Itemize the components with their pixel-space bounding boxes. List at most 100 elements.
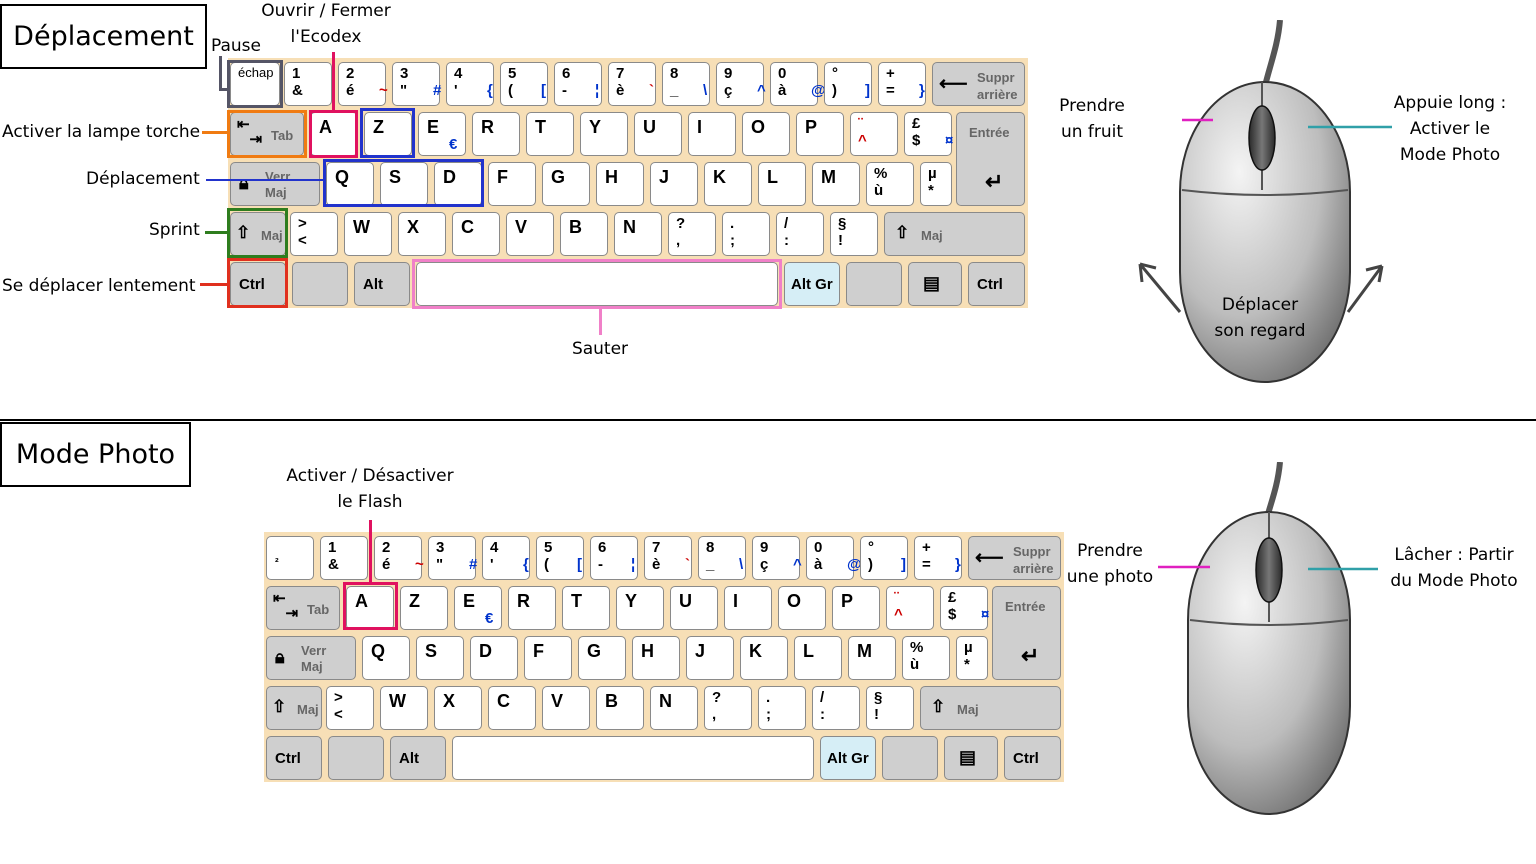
key-j[interactable]: J	[650, 162, 698, 206]
key-n[interactable]: N	[650, 686, 698, 730]
key-shift-right[interactable]: ⇧ Maj	[920, 686, 1061, 730]
key-menu[interactable]: ▤	[908, 262, 962, 306]
key-f[interactable]: F	[524, 636, 572, 680]
key-degree[interactable]: °)]	[824, 62, 872, 106]
key-8[interactable]: 8 _ \	[698, 536, 746, 580]
key-section[interactable]: §!	[830, 212, 878, 256]
key-s[interactable]: S	[380, 162, 428, 206]
key-tab[interactable]: ⇤ ⇥ Tab	[266, 586, 340, 630]
key-t[interactable]: T	[526, 112, 574, 156]
key-plus[interactable]: + =}	[878, 62, 926, 106]
key-escape[interactable]: échap	[230, 62, 280, 106]
key-8[interactable]: 8 _ \	[662, 62, 710, 106]
key-question[interactable]: ?,	[704, 686, 752, 730]
key-5[interactable]: 5([	[536, 536, 584, 580]
key-period[interactable]: .;	[758, 686, 806, 730]
key-mu[interactable]: µ *	[920, 162, 952, 206]
key-enter[interactable]: Entrée ↵	[992, 586, 1061, 680]
key-4[interactable]: 4 '{	[446, 62, 494, 106]
key-percent[interactable]: % ù	[902, 636, 950, 680]
key-9[interactable]: 9 ç ^	[716, 62, 766, 106]
key-g[interactable]: G	[542, 162, 590, 206]
key-0[interactable]: 0 à @	[806, 536, 862, 580]
key-fn[interactable]	[882, 736, 938, 780]
key-alt[interactable]: Alt	[354, 262, 410, 306]
key-x[interactable]: X	[398, 212, 446, 256]
key-capslock[interactable]: 🔒︎ Verr Maj	[266, 636, 356, 680]
key-p[interactable]: P	[832, 586, 880, 630]
key-b[interactable]: B	[560, 212, 608, 256]
key-l[interactable]: L	[758, 162, 806, 206]
key-ctrl-right[interactable]: Ctrl	[968, 262, 1025, 306]
key-i[interactable]: I	[688, 112, 736, 156]
key-k[interactable]: K	[704, 162, 752, 206]
key-m[interactable]: M	[812, 162, 860, 206]
key-o[interactable]: O	[742, 112, 790, 156]
key-pound[interactable]: £ $ ¤	[904, 112, 953, 156]
key-n[interactable]: N	[614, 212, 662, 256]
key-s[interactable]: S	[416, 636, 464, 680]
key-7[interactable]: 7 è `	[644, 536, 692, 580]
key-v[interactable]: V	[542, 686, 590, 730]
key-c[interactable]: C	[452, 212, 500, 256]
key-capslock[interactable]: 🔒︎ Verr Maj	[230, 162, 320, 206]
key-h[interactable]: H	[596, 162, 644, 206]
key-e[interactable]: E €	[454, 586, 502, 630]
key-circumflex[interactable]: ¨ ^	[850, 112, 898, 156]
key-2[interactable]: 2 é ~	[338, 62, 388, 106]
key-w[interactable]: W	[344, 212, 392, 256]
key-f[interactable]: F	[488, 162, 536, 206]
key-square[interactable]: ²	[266, 536, 314, 580]
key-y[interactable]: Y	[616, 586, 664, 630]
key-9[interactable]: 9 ç ^	[752, 536, 802, 580]
key-j[interactable]: J	[686, 636, 734, 680]
key-circumflex[interactable]: ¨ ^	[886, 586, 934, 630]
key-5[interactable]: 5([	[500, 62, 548, 106]
key-6[interactable]: 6- ¦	[590, 536, 638, 580]
key-1[interactable]: 1 &	[320, 536, 368, 580]
key-o[interactable]: O	[778, 586, 826, 630]
key-3[interactable]: 3 " #	[428, 536, 477, 580]
key-backspace[interactable]: ⟵ Suppr arrière	[968, 536, 1061, 580]
key-windows[interactable]	[328, 736, 384, 780]
key-u[interactable]: U	[634, 112, 682, 156]
key-period[interactable]: .;	[722, 212, 770, 256]
key-h[interactable]: H	[632, 636, 680, 680]
key-shift-left[interactable]: ⇧ Maj	[266, 686, 322, 730]
key-u[interactable]: U	[670, 586, 718, 630]
key-p[interactable]: P	[796, 112, 844, 156]
key-enter[interactable]: Entrée ↵	[956, 112, 1025, 206]
key-degree[interactable]: °)]	[860, 536, 908, 580]
key-v[interactable]: V	[506, 212, 554, 256]
key-z[interactable]: Z	[364, 112, 412, 156]
key-m[interactable]: M	[848, 636, 896, 680]
key-ctrl-left[interactable]: Ctrl	[266, 736, 322, 780]
key-slash[interactable]: /:	[776, 212, 824, 256]
key-x[interactable]: X	[434, 686, 482, 730]
key-backspace[interactable]: ⟵ Suppr arrière	[932, 62, 1025, 106]
key-ctrl-right[interactable]: Ctrl	[1004, 736, 1061, 780]
key-space[interactable]	[452, 736, 814, 780]
key-r[interactable]: R	[508, 586, 556, 630]
key-e[interactable]: E €	[418, 112, 466, 156]
key-y[interactable]: Y	[580, 112, 628, 156]
key-d[interactable]: D	[470, 636, 518, 680]
key-space[interactable]	[416, 262, 778, 306]
key-i[interactable]: I	[724, 586, 772, 630]
key-windows[interactable]	[292, 262, 348, 306]
key-q[interactable]: Q	[362, 636, 410, 680]
key-l[interactable]: L	[794, 636, 842, 680]
key-7[interactable]: 7 è `	[608, 62, 656, 106]
key-q[interactable]: Q	[326, 162, 374, 206]
key-a[interactable]: A	[346, 586, 394, 630]
key-z[interactable]: Z	[400, 586, 448, 630]
key-altgr[interactable]: Alt Gr	[820, 736, 876, 780]
key-percent[interactable]: % ù	[866, 162, 914, 206]
key-question[interactable]: ?,	[668, 212, 716, 256]
key-shift-right[interactable]: ⇧ Maj	[884, 212, 1025, 256]
key-plus[interactable]: + =}	[914, 536, 962, 580]
key-1[interactable]: 1 &	[284, 62, 332, 106]
key-0[interactable]: 0 à @	[770, 62, 826, 106]
key-6[interactable]: 6- ¦	[554, 62, 602, 106]
key-4[interactable]: 4 '{	[482, 536, 530, 580]
